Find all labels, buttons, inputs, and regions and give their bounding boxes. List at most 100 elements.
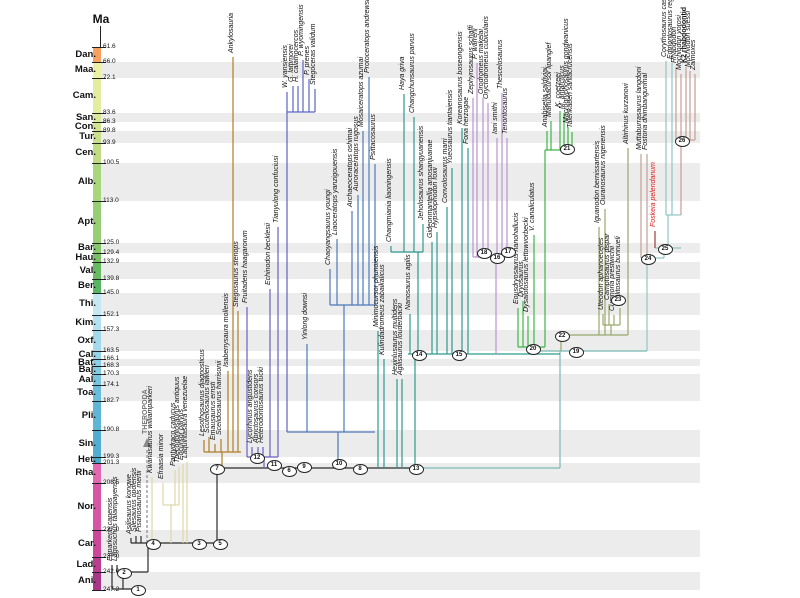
age-label: 129.4: [103, 249, 120, 256]
taxon-label: Yueosaurus tiantaiensis: [447, 89, 454, 164]
age-label: 83.6: [103, 109, 116, 116]
stage-label: Lad.: [76, 559, 96, 570]
timescale-color-band: [93, 243, 101, 253]
timescale-tick: [92, 77, 106, 79]
timescale-tick: [92, 278, 106, 280]
taxon-label: Agilisaurus louderbacki: [397, 303, 404, 375]
age-label: 113.0: [103, 197, 119, 204]
tree-node-25: 25: [657, 243, 673, 255]
taxon-label: Oblitosaurus bunnueli: [615, 236, 622, 304]
stage-stripe: [101, 262, 700, 279]
timescale-tick: [92, 314, 106, 316]
timescale-tick: [92, 571, 106, 573]
age-label: 66.0: [103, 58, 116, 65]
timescale-color-band: [93, 351, 101, 359]
taxon-label: Iani smithi: [492, 102, 499, 134]
timescale-color-band: [93, 374, 101, 385]
stage-stripe: [101, 330, 700, 351]
tree-node-4: 4: [145, 538, 161, 550]
taxon-label: Psittacosaurus: [370, 114, 377, 160]
stage-label: Kim.: [75, 317, 96, 328]
stage-label: Alb.: [78, 176, 96, 187]
stage-label: Thi.: [79, 298, 96, 309]
taxon-label: Foskeia pelendanum: [650, 162, 657, 227]
timescale-color-band: [93, 47, 101, 62]
age-label: 163.5: [103, 347, 120, 354]
stage-label: Car.: [78, 538, 96, 549]
stage-label: Rha.: [75, 467, 96, 478]
stage-label: Pli.: [81, 410, 96, 421]
timescale-color-band: [93, 122, 101, 131]
timescale-color-band: [93, 279, 101, 293]
stage-label: Apt.: [77, 216, 96, 227]
timescale-color-band: [93, 163, 101, 201]
taxon-label: Pisanosaurus mertii: [136, 470, 143, 532]
tree-node-20: 20: [525, 343, 541, 355]
age-label: 190.8: [103, 426, 120, 433]
tree-node-10: 10: [331, 458, 347, 470]
stage-label: Val.: [79, 265, 96, 276]
taxon-label: Dysalotosaurus lettowvorbecki: [523, 217, 530, 312]
timescale-color-band: [93, 401, 101, 430]
tree-node-19: 19: [568, 346, 584, 358]
timescale-tick: [92, 400, 106, 402]
timescale-tick: [92, 529, 106, 531]
tree-node-26: 26: [674, 135, 690, 147]
stage-stripe: [101, 243, 700, 253]
taxon-label: Liaoceratops yanzigouensis: [332, 148, 339, 235]
timescale-tick: [92, 358, 106, 360]
taxon-label: Fostoria dhimbangunmal: [642, 72, 649, 150]
age-label: 166.1: [103, 355, 120, 362]
timescale-color-band: [93, 330, 101, 351]
tree-node-14: 14: [411, 349, 427, 361]
timescale-tick: [92, 112, 106, 114]
age-label: 242.0: [103, 568, 120, 575]
stage-stripe: [101, 359, 700, 366]
age-label: 72.1: [103, 74, 116, 81]
taxon-label: Kulindadromeus zabaikalicus: [379, 264, 386, 355]
age-label: 145.0: [103, 289, 120, 296]
stage-label: Tur.: [79, 131, 96, 142]
timescale-tick: [92, 456, 106, 458]
timescale-color-band: [93, 557, 101, 572]
timescale-color-band: [93, 483, 101, 530]
taxon-label: Changmiania liaoningensis: [386, 158, 393, 242]
timescale-tick: [92, 261, 106, 263]
timescale-tick: [92, 373, 106, 375]
taxon-label: Oryctodromeus cubicularis: [483, 16, 490, 99]
timescale-tick: [92, 121, 106, 123]
stage-label: Cam.: [72, 90, 96, 101]
timescale-color-band: [93, 293, 101, 315]
age-label: 93.9: [103, 139, 116, 146]
stage-label: Maa.: [74, 64, 96, 75]
taxon-label: Fona herzogae: [463, 96, 470, 144]
taxon-label: Ankylosauria: [228, 12, 235, 53]
stage-label: Het.: [78, 454, 96, 465]
taxon-label: Protoceratops andrewsi: [364, 0, 371, 73]
stage-stripe: [101, 62, 700, 78]
timescale-color-band: [93, 359, 101, 366]
age-label: 100.5: [103, 159, 120, 166]
taxon-label: Tianyulong confuciusi: [273, 155, 280, 223]
timescale-tick: [92, 329, 106, 331]
age-label: 139.8: [103, 275, 120, 282]
age-label: 201.3: [103, 459, 120, 466]
age-label: 174.1: [103, 381, 120, 388]
taxon-label: Talenkauen santacrucensis: [567, 43, 574, 128]
tree-node-24: 24: [640, 253, 656, 265]
taxon-label: Ouranosaurus nigeriensis: [600, 125, 607, 205]
stage-label: Baj.: [78, 364, 96, 375]
taxon-label: Stegoceras validum: [310, 23, 317, 85]
taxon-label: Altirhinus kurzanovi: [623, 83, 630, 144]
taxon-label: Changchunsaurus parvus: [409, 33, 416, 113]
age-label: 152.1: [103, 311, 120, 318]
stage-label: Cal.: [78, 349, 96, 360]
timescale-tick: [92, 200, 106, 202]
timescale-tick: [92, 162, 106, 164]
tree-node-13: 13: [408, 463, 424, 475]
timescale-color-band: [93, 262, 101, 279]
stage-label: Bar.: [78, 242, 96, 253]
taxon-label: V. canaliculatus: [529, 182, 536, 231]
